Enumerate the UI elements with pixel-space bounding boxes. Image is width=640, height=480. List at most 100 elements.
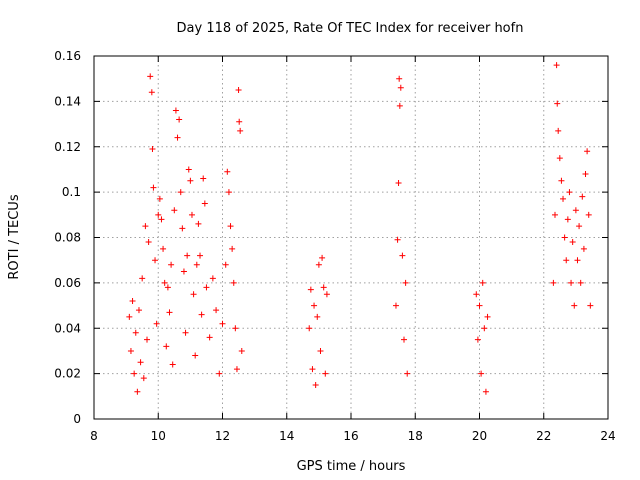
data-point-marker <box>149 146 156 153</box>
data-point-marker <box>134 388 141 395</box>
data-point-marker <box>566 189 573 196</box>
data-point-marker <box>317 347 324 354</box>
y-tick-label: 0.12 <box>54 140 81 154</box>
y-tick-label: 0.1 <box>62 185 81 199</box>
data-point-marker <box>571 302 578 309</box>
data-point-marker <box>147 73 154 80</box>
data-point-marker <box>319 254 326 261</box>
data-point-marker <box>174 134 181 141</box>
data-point-marker <box>179 225 186 232</box>
y-tick-label: 0.04 <box>54 321 81 335</box>
x-axis-label: GPS time / hours <box>297 459 406 474</box>
y-tick-label: 0 <box>73 412 81 426</box>
data-point-marker <box>198 311 205 318</box>
data-point-marker <box>580 245 587 252</box>
data-point-marker <box>187 177 194 184</box>
data-point-marker <box>238 347 245 354</box>
axis-ticks <box>93 55 609 420</box>
data-point-marker <box>161 279 168 286</box>
chart-title: Day 118 of 2025, Rate Of TEC Index for r… <box>177 21 524 36</box>
data-point-marker <box>219 320 226 327</box>
data-point-marker <box>148 89 155 96</box>
data-point-marker <box>144 336 151 343</box>
data-point-marker <box>574 257 581 264</box>
data-point-marker <box>152 257 159 264</box>
x-tick-label: 18 <box>408 429 423 443</box>
data-point-marker <box>479 279 486 286</box>
data-point-marker <box>553 62 560 69</box>
data-point-marker <box>550 279 557 286</box>
data-point-marker <box>554 100 561 107</box>
data-point-marker <box>224 168 231 175</box>
data-point-marker <box>160 245 167 252</box>
data-point-marker <box>314 313 321 320</box>
data-point-marker <box>569 239 576 246</box>
data-point-marker <box>158 216 165 223</box>
data-point-marker <box>192 352 199 359</box>
data-point-marker <box>568 279 575 286</box>
data-point-marker <box>322 370 329 377</box>
data-point-marker <box>564 216 571 223</box>
data-point-marker <box>169 361 176 368</box>
data-point-marker <box>184 252 191 259</box>
data-point-marker <box>584 148 591 155</box>
x-tick-label: 14 <box>279 429 294 443</box>
data-point-marker <box>587 302 594 309</box>
data-point-marker <box>227 223 234 230</box>
data-point-marker <box>132 329 139 336</box>
data-points <box>126 62 594 395</box>
data-point-marker <box>127 347 134 354</box>
data-point-marker <box>188 211 195 218</box>
data-point-marker <box>555 127 562 134</box>
data-point-marker <box>404 370 411 377</box>
data-point-marker <box>312 381 319 388</box>
data-point-marker <box>577 279 584 286</box>
y-tick-label: 0.08 <box>54 231 81 245</box>
data-point-marker <box>558 177 565 184</box>
data-point-marker <box>126 313 133 320</box>
data-point-marker <box>195 220 202 227</box>
x-tick-label: 24 <box>600 429 615 443</box>
x-tick-labels: 8 10 12 14 16 18 20 22 24 <box>90 429 615 443</box>
data-point-marker <box>397 84 404 91</box>
data-point-marker <box>209 275 216 282</box>
data-point-marker <box>473 291 480 298</box>
data-point-marker <box>140 375 147 382</box>
data-point-marker <box>229 245 236 252</box>
data-point-marker <box>482 388 489 395</box>
data-point-marker <box>182 329 189 336</box>
data-point-marker <box>579 193 586 200</box>
data-point-marker <box>156 195 163 202</box>
data-point-marker <box>394 236 401 243</box>
data-point-marker <box>307 286 314 293</box>
data-point-marker <box>150 184 157 191</box>
data-point-marker <box>476 302 483 309</box>
y-tick-labels: 0 0.02 0.04 0.06 0.08 0.1 0.12 0.14 0.16 <box>54 49 81 426</box>
data-point-marker <box>166 309 173 316</box>
data-point-marker <box>190 291 197 298</box>
data-point-marker <box>399 252 406 259</box>
data-point-marker <box>561 234 568 241</box>
data-point-marker <box>551 211 558 218</box>
grid-lines <box>94 56 608 419</box>
y-tick-label: 0.02 <box>54 367 81 381</box>
data-point-marker <box>135 307 142 314</box>
data-point-marker <box>197 252 204 259</box>
data-point-marker <box>145 239 152 246</box>
y-tick-label: 0.14 <box>54 94 81 108</box>
data-point-marker <box>200 175 207 182</box>
data-point-marker <box>396 102 403 109</box>
data-point-marker <box>185 166 192 173</box>
data-point-marker <box>172 107 179 114</box>
x-tick-label: 20 <box>472 429 487 443</box>
data-point-marker <box>203 284 210 291</box>
x-tick-label: 22 <box>536 429 551 443</box>
data-point-marker <box>142 223 149 230</box>
data-point-marker <box>484 313 491 320</box>
data-point-marker <box>193 261 200 268</box>
data-point-marker <box>139 275 146 282</box>
data-point-marker <box>315 261 322 268</box>
x-tick-label: 10 <box>151 429 166 443</box>
data-point-marker <box>230 279 237 286</box>
